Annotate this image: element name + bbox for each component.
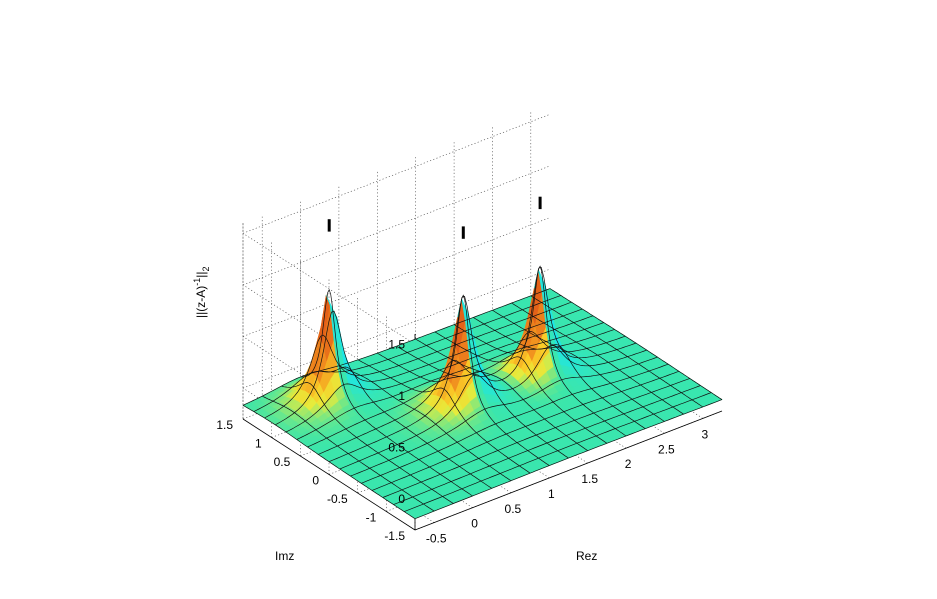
mesh-line [549,288,723,400]
mesh-line [434,331,608,444]
y-tick-label: -0.5 [327,492,348,506]
z-tick-label: 1.5 [388,337,405,351]
mesh-line [511,302,684,415]
z-tick-label: 0.5 [388,441,405,455]
tick-labels: -0.500.511.522.531.510.50-0.5-1-1.51.510… [216,337,708,545]
y-axis-line [242,418,416,531]
grid-line [242,114,551,234]
x-tick-label: -0.5 [426,532,447,546]
mesh-line [492,309,665,422]
x-tick-label: 0.5 [505,502,522,516]
y-tick-label: -1.5 [384,529,405,543]
z-label-tail: || [194,272,208,278]
x-tick-label: 3 [701,427,708,441]
mesh-line [453,265,627,437]
y-axis-label: Imz [275,549,294,563]
mesh-line [281,382,454,504]
mesh-line [319,366,492,489]
mesh-line [262,395,435,512]
z-label-main: ||(z-A) [194,286,208,318]
z-label-sup: -1 [192,278,202,286]
y-tick-label: -1 [366,511,377,525]
y-tick-label: 1.5 [216,418,233,432]
x-tick-label: 2 [625,457,632,471]
grid-line [242,233,416,345]
z-label-sub: 2 [201,267,211,272]
z-tick-label: 1 [398,389,405,403]
mesh-line [242,404,416,519]
grid-line [242,268,551,389]
grid-line [242,165,551,286]
y-tick-label: 0 [312,474,319,488]
grid-line [242,217,551,337]
x-tick-label: 1 [548,487,555,501]
mesh-line [415,338,588,451]
z-axis-label: ||(z-A)-1||2 [192,267,211,319]
z-tick-label: 0 [398,492,405,506]
x-tick-label: 1.5 [581,472,598,486]
x-axis-label: Rez [576,549,597,563]
x-tick-label: 0 [471,517,478,531]
y-tick-label: 1 [255,437,262,451]
mesh-line [300,288,473,497]
y-tick-label: 0.5 [274,455,291,469]
x-axis-line [414,410,723,531]
mesh-line [357,359,531,474]
mesh-line [338,365,512,481]
mesh-line [473,317,646,429]
mesh-line [377,294,550,466]
mesh-line [530,295,703,408]
x-tick-label: 2.5 [658,442,675,456]
surface-mesh [242,196,723,520]
svg-text:||(z-A)-1||2: ||(z-A)-1||2 [192,267,211,319]
